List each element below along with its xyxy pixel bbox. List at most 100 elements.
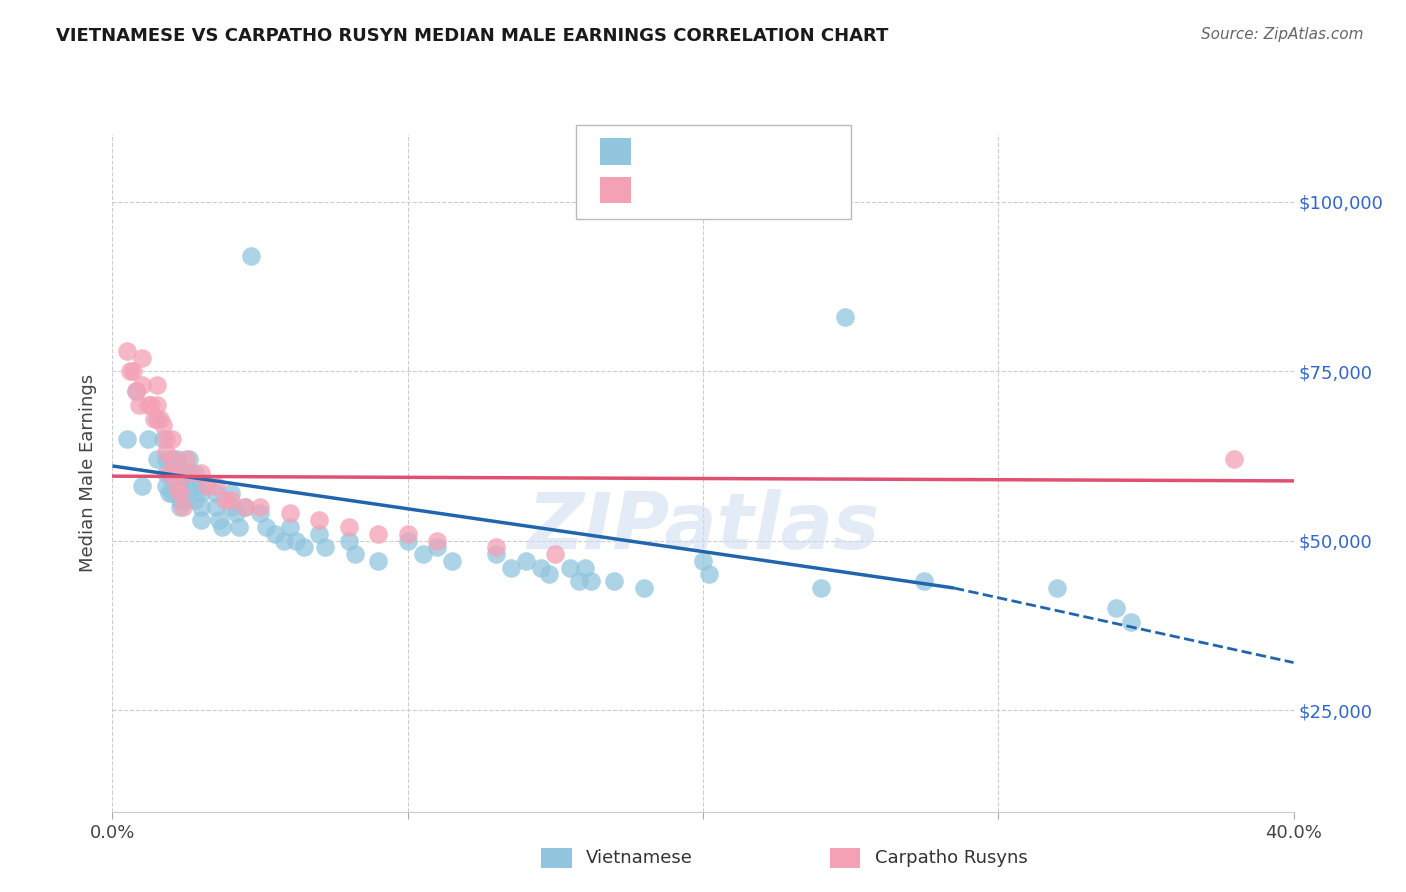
Point bbox=[574, 560, 596, 574]
Point bbox=[172, 500, 194, 514]
Point bbox=[125, 384, 148, 399]
Point bbox=[166, 479, 188, 493]
Point bbox=[169, 500, 191, 514]
Point bbox=[240, 249, 263, 263]
Point bbox=[117, 432, 138, 446]
Text: 41: 41 bbox=[794, 181, 820, 199]
Point bbox=[692, 554, 714, 568]
Point bbox=[233, 500, 256, 514]
Point bbox=[485, 541, 508, 555]
Point bbox=[233, 500, 256, 514]
Text: R =: R = bbox=[643, 181, 682, 199]
Point bbox=[367, 526, 389, 541]
Point bbox=[146, 398, 169, 412]
Point bbox=[208, 513, 231, 527]
Point bbox=[538, 567, 561, 582]
Point bbox=[166, 452, 188, 467]
Point bbox=[367, 554, 389, 568]
Point bbox=[179, 452, 201, 467]
Text: N =: N = bbox=[752, 181, 804, 199]
Point bbox=[160, 452, 183, 467]
Point bbox=[254, 520, 277, 534]
Point bbox=[214, 492, 236, 507]
Point bbox=[205, 500, 228, 514]
Point bbox=[179, 466, 201, 480]
Text: ZIPatlas: ZIPatlas bbox=[527, 489, 879, 565]
Point bbox=[157, 486, 180, 500]
Point bbox=[166, 466, 188, 480]
Text: N =: N = bbox=[752, 143, 804, 161]
Point bbox=[149, 411, 172, 425]
Point bbox=[1223, 452, 1246, 467]
Point bbox=[219, 492, 242, 507]
Point bbox=[131, 351, 153, 365]
Point bbox=[426, 533, 449, 548]
Point bbox=[146, 411, 169, 425]
Point bbox=[152, 418, 174, 433]
Point bbox=[155, 479, 177, 493]
Point bbox=[136, 398, 159, 412]
Point bbox=[160, 432, 183, 446]
Point bbox=[146, 452, 169, 467]
Point bbox=[174, 479, 197, 493]
Point bbox=[160, 486, 183, 500]
Point bbox=[633, 581, 655, 595]
Point bbox=[396, 533, 419, 548]
Point bbox=[219, 486, 242, 500]
Point bbox=[568, 574, 591, 589]
Text: Source: ZipAtlas.com: Source: ZipAtlas.com bbox=[1201, 27, 1364, 42]
Point bbox=[1105, 601, 1128, 615]
Point bbox=[308, 526, 330, 541]
Point bbox=[426, 541, 449, 555]
Point bbox=[308, 513, 330, 527]
Point bbox=[157, 466, 180, 480]
Point bbox=[136, 432, 159, 446]
Point bbox=[155, 445, 177, 459]
Point bbox=[1046, 581, 1069, 595]
Point bbox=[160, 473, 183, 487]
Text: -0.012: -0.012 bbox=[685, 181, 749, 199]
Point bbox=[142, 411, 165, 425]
Point bbox=[169, 479, 191, 493]
Point bbox=[205, 486, 228, 500]
Point bbox=[205, 479, 228, 493]
Point bbox=[146, 377, 169, 392]
Point bbox=[337, 533, 360, 548]
Point bbox=[603, 574, 626, 589]
Point bbox=[343, 547, 366, 561]
Text: R =: R = bbox=[643, 143, 682, 161]
Point bbox=[128, 398, 150, 412]
Point bbox=[249, 507, 271, 521]
Point bbox=[914, 574, 936, 589]
Point bbox=[125, 384, 148, 399]
Point bbox=[139, 398, 162, 412]
Point bbox=[174, 492, 197, 507]
Point bbox=[264, 526, 287, 541]
Point bbox=[190, 513, 212, 527]
Point bbox=[120, 364, 142, 378]
Point bbox=[249, 500, 271, 514]
Point bbox=[501, 560, 523, 574]
Point bbox=[190, 479, 212, 493]
Point bbox=[184, 479, 207, 493]
Y-axis label: Median Male Earnings: Median Male Earnings bbox=[79, 374, 97, 572]
Point bbox=[195, 479, 218, 493]
Point bbox=[292, 541, 315, 555]
Point bbox=[152, 432, 174, 446]
Text: 76: 76 bbox=[794, 143, 820, 161]
Point bbox=[544, 547, 567, 561]
Text: Vietnamese: Vietnamese bbox=[586, 849, 693, 867]
Point bbox=[184, 492, 207, 507]
Point bbox=[190, 466, 212, 480]
Point bbox=[169, 486, 191, 500]
Point bbox=[169, 492, 191, 507]
Point bbox=[485, 547, 508, 561]
Point bbox=[219, 500, 242, 514]
Text: VIETNAMESE VS CARPATHO RUSYN MEDIAN MALE EARNINGS CORRELATION CHART: VIETNAMESE VS CARPATHO RUSYN MEDIAN MALE… bbox=[56, 27, 889, 45]
Point bbox=[558, 560, 582, 574]
Point bbox=[155, 452, 177, 467]
Point bbox=[278, 520, 301, 534]
Point bbox=[131, 377, 153, 392]
Point bbox=[396, 526, 419, 541]
Text: Carpatho Rusyns: Carpatho Rusyns bbox=[875, 849, 1028, 867]
